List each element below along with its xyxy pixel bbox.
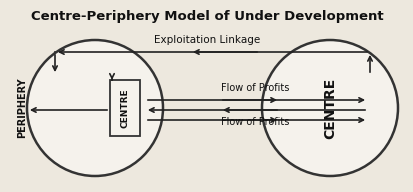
Text: CENTRE: CENTRE: [120, 88, 129, 128]
Text: Flow of Profits: Flow of Profits: [220, 117, 289, 127]
Text: Flow of Profits: Flow of Profits: [220, 83, 289, 93]
Text: Exploitation Linkage: Exploitation Linkage: [154, 35, 259, 45]
Circle shape: [261, 40, 397, 176]
Text: Centre-Periphery Model of Under Development: Centre-Periphery Model of Under Developm…: [31, 10, 382, 23]
Bar: [110, 80, 140, 136]
Circle shape: [27, 40, 163, 176]
Text: CENTRE: CENTRE: [322, 77, 336, 139]
Text: PERIPHERY: PERIPHERY: [17, 78, 27, 138]
